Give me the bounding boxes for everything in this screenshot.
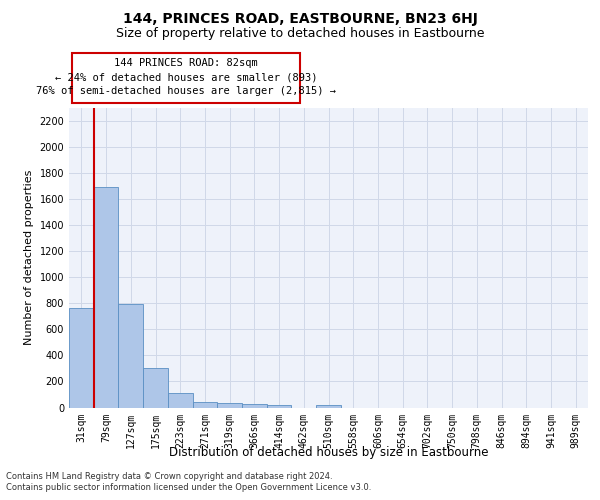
Text: 144 PRINCES ROAD: 82sqm
← 24% of detached houses are smaller (893)
76% of semi-d: 144 PRINCES ROAD: 82sqm ← 24% of detache… <box>36 58 336 96</box>
Text: 144, PRINCES ROAD, EASTBOURNE, BN23 6HJ: 144, PRINCES ROAD, EASTBOURNE, BN23 6HJ <box>122 12 478 26</box>
Bar <box>168 393 193 407</box>
Bar <box>143 368 168 408</box>
Bar <box>217 403 242 407</box>
Text: Contains HM Land Registry data © Crown copyright and database right 2024.: Contains HM Land Registry data © Crown c… <box>6 472 332 481</box>
Text: Contains public sector information licensed under the Open Government Licence v3: Contains public sector information licen… <box>6 484 371 492</box>
Bar <box>316 405 341 407</box>
Y-axis label: Number of detached properties: Number of detached properties <box>24 170 34 345</box>
Bar <box>69 308 94 408</box>
Text: Size of property relative to detached houses in Eastbourne: Size of property relative to detached ho… <box>116 28 484 40</box>
Bar <box>267 405 292 407</box>
Bar <box>242 404 267 407</box>
Bar <box>94 187 118 408</box>
Bar <box>118 304 143 408</box>
Bar <box>193 402 217 407</box>
Text: Distribution of detached houses by size in Eastbourne: Distribution of detached houses by size … <box>169 446 488 459</box>
